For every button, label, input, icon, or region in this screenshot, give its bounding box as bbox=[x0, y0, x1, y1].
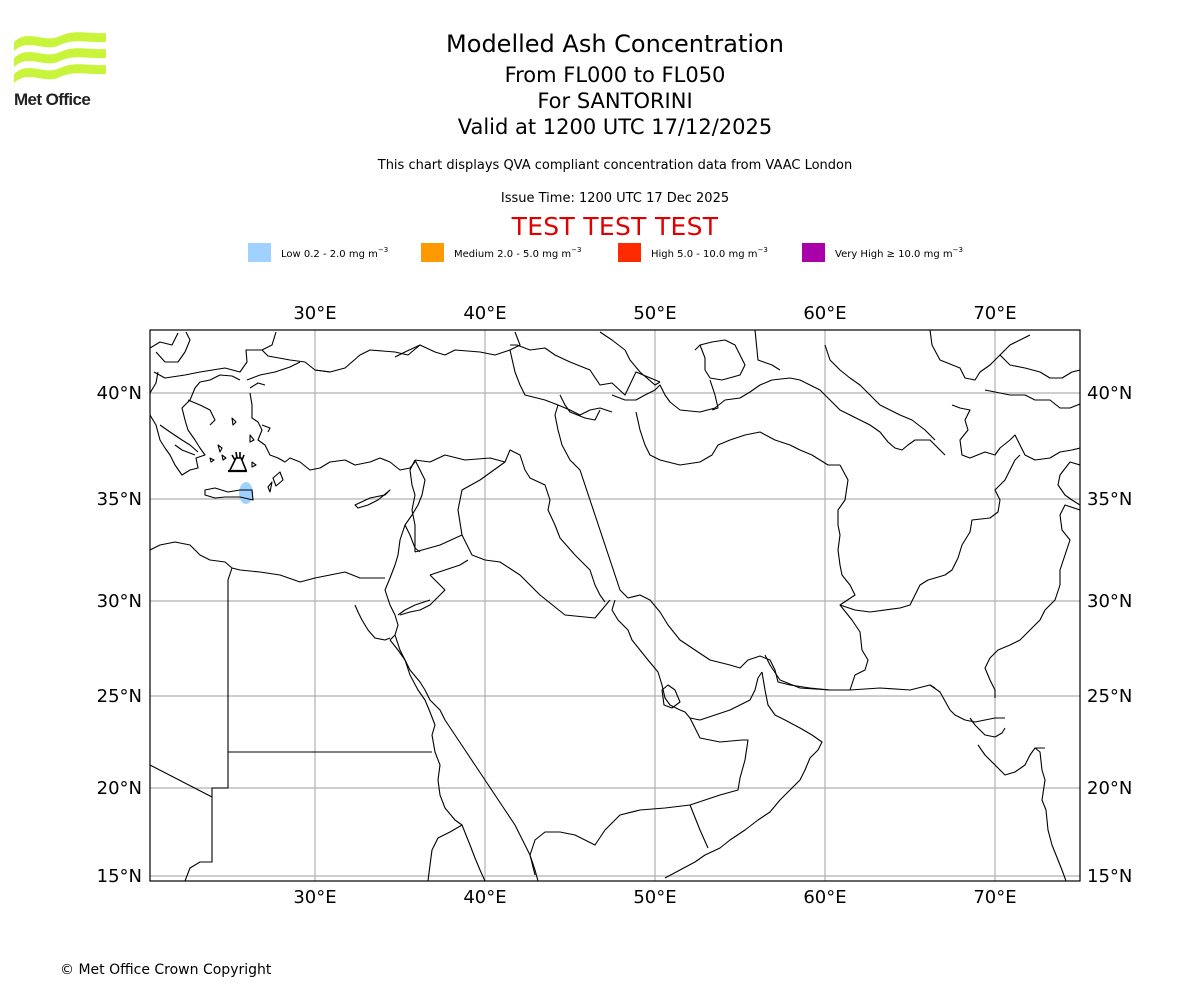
lon-tick-top-40: 40°E bbox=[463, 303, 506, 324]
lon-tick-bottom-70: 70°E bbox=[973, 887, 1016, 908]
copyright-notice: © Met Office Crown Copyright bbox=[60, 962, 272, 978]
legend-label-very-high: Very High ≥ 10.0 mg m bbox=[835, 248, 953, 260]
lat-tick-left-15: 15°N bbox=[97, 866, 142, 887]
volcano-name: For SANTORINI bbox=[537, 89, 693, 113]
ash-area-low bbox=[239, 482, 253, 504]
lat-tick-left-40: 40°N bbox=[97, 383, 142, 404]
lat-tick-right-15: 15°N bbox=[1087, 866, 1132, 887]
legend-label-low: Low 0.2 - 2.0 mg m bbox=[281, 248, 378, 260]
met-office-logo: Met Office bbox=[14, 30, 106, 112]
lat-tick-right-30: 30°N bbox=[1087, 591, 1132, 612]
legend-label-high: High 5.0 - 10.0 mg m bbox=[651, 248, 758, 260]
lon-tick-top-70: 70°E bbox=[973, 303, 1016, 324]
legend-swatch-very-high bbox=[802, 243, 825, 262]
graticule bbox=[150, 330, 1080, 881]
lat-tick-left-25: 25°N bbox=[97, 686, 142, 707]
legend-item-very-high: Very High ≥ 10.0 mg m−3 bbox=[802, 243, 963, 262]
legend-item-high: High 5.0 - 10.0 mg m−3 bbox=[618, 243, 768, 262]
chart-title-block: Modelled Ash Concentration From FL000 to… bbox=[315, 30, 915, 140]
legend-label-medium: Medium 2.0 - 5.0 mg m bbox=[454, 248, 572, 260]
flight-level-range: From FL000 to FL050 bbox=[504, 63, 726, 87]
lon-tick-top-50: 50°E bbox=[633, 303, 676, 324]
met-office-waves-icon bbox=[14, 32, 106, 83]
issue-time: Issue Time: 1200 UTC 17 Dec 2025 bbox=[500, 191, 730, 206]
legend-item-medium: Medium 2.0 - 5.0 mg m−3 bbox=[421, 243, 581, 262]
lat-tick-right-40: 40°N bbox=[1087, 383, 1132, 404]
lat-tick-right-35: 35°N bbox=[1087, 489, 1132, 510]
map-frame bbox=[149, 329, 1081, 882]
legend-swatch-high bbox=[618, 243, 641, 262]
chart-title: Modelled Ash Concentration bbox=[446, 30, 784, 58]
lon-tick-top-30: 30°E bbox=[293, 303, 336, 324]
coastlines-and-borders bbox=[150, 330, 1080, 881]
lat-tick-left-20: 20°N bbox=[97, 778, 142, 799]
lat-tick-right-25: 25°N bbox=[1087, 686, 1132, 707]
lon-tick-top-60: 60°E bbox=[803, 303, 846, 324]
lat-tick-left-35: 35°N bbox=[97, 489, 142, 510]
volcano-icon bbox=[228, 451, 247, 473]
lat-tick-left-30: 30°N bbox=[97, 591, 142, 612]
lon-tick-bottom-40: 40°E bbox=[463, 887, 506, 908]
lon-tick-bottom-30: 30°E bbox=[293, 887, 336, 908]
test-banner: TEST TEST TEST bbox=[511, 212, 719, 241]
legend-swatch-low bbox=[248, 243, 271, 262]
qva-disclaimer: This chart displays QVA compliant concen… bbox=[377, 158, 853, 173]
lon-tick-bottom-60: 60°E bbox=[803, 887, 846, 908]
lat-tick-right-20: 20°N bbox=[1087, 778, 1132, 799]
concentration-legend: Low 0.2 - 2.0 mg m−3 Medium 2.0 - 5.0 mg… bbox=[0, 243, 1200, 265]
legend-item-low: Low 0.2 - 2.0 mg m−3 bbox=[248, 243, 388, 262]
valid-time: Valid at 1200 UTC 17/12/2025 bbox=[457, 115, 773, 139]
legend-swatch-medium bbox=[421, 243, 444, 262]
met-office-wordmark: Met Office bbox=[14, 90, 91, 109]
lon-tick-bottom-50: 50°E bbox=[633, 887, 676, 908]
